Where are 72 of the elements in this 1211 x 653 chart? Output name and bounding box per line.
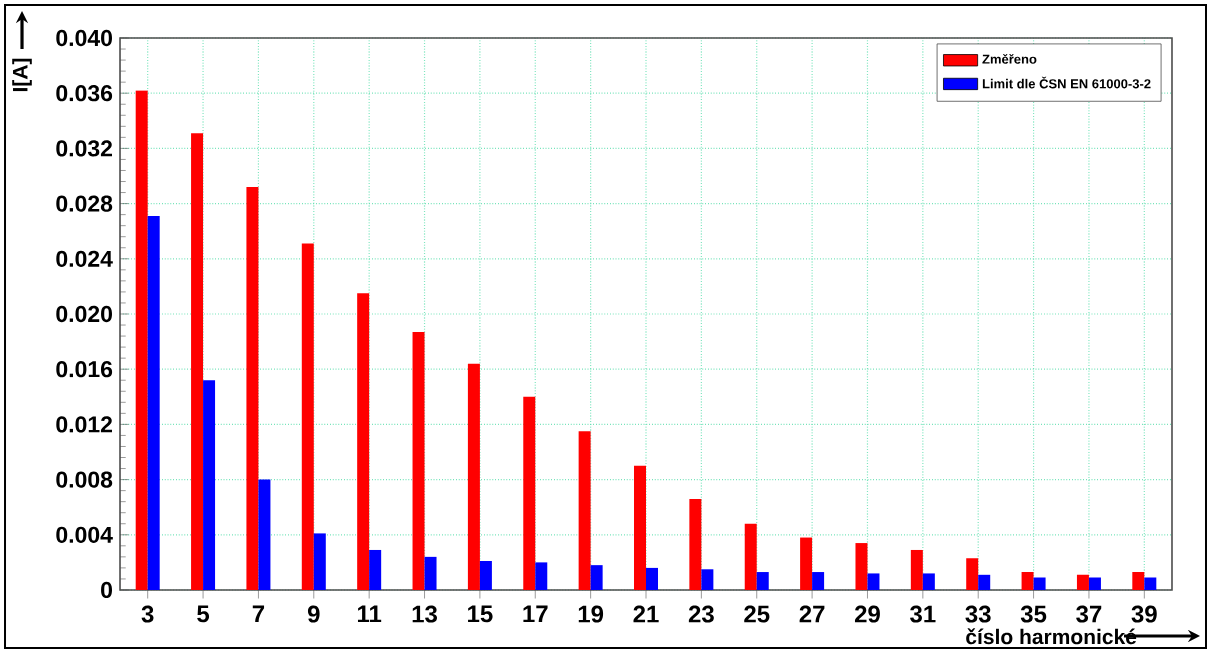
bar [578, 431, 591, 590]
bar [966, 558, 979, 590]
x-tick-label: 39 [1131, 605, 1157, 623]
y-tick-label: 0 [101, 581, 113, 599]
bar [467, 363, 480, 590]
bar [634, 465, 646, 590]
bar [867, 573, 880, 590]
legend-label: Limit dle ČSN EN 61000-3-2 [982, 76, 1151, 89]
bar [1088, 577, 1101, 590]
bar [301, 243, 314, 590]
x-tick-label: 21 [633, 605, 659, 623]
y-tick-label: 0.004 [56, 526, 113, 543]
bar [424, 556, 437, 590]
bar [800, 537, 813, 590]
bar [369, 549, 382, 590]
x-tick-label: 37 [1076, 605, 1102, 623]
x-tick-label: 29 [854, 605, 880, 623]
x-tick-label: 9 [307, 605, 320, 623]
bar [689, 498, 702, 590]
bar [1076, 574, 1089, 590]
y-tick-label: 0.016 [56, 361, 113, 378]
bar [412, 331, 425, 590]
x-tick-label: 27 [799, 605, 825, 623]
x-tick-label: 7 [252, 605, 265, 623]
bar [135, 90, 148, 590]
bar [756, 572, 769, 590]
bar [701, 569, 714, 590]
y-tick-label: 0.020 [56, 305, 112, 323]
bar [922, 573, 935, 590]
bar [1132, 572, 1145, 590]
x-tick-label: 31 [910, 605, 936, 623]
bar [357, 293, 370, 590]
y-axis-title: I[A] [12, 58, 32, 92]
bar [203, 380, 216, 590]
bar [523, 396, 536, 590]
bar [744, 523, 757, 590]
x-tick-label: 13 [412, 605, 438, 623]
y-tick-label: 0.032 [56, 140, 112, 157]
bar [191, 133, 204, 590]
bar [590, 565, 603, 590]
bar [910, 549, 923, 590]
y-tick-label: 0.028 [56, 195, 113, 212]
bar [855, 543, 868, 590]
y-tick-label: 0.008 [56, 471, 113, 488]
bar [978, 574, 991, 590]
bar [646, 567, 658, 590]
legend-label: Změřeno [982, 53, 1037, 64]
y-tick-label: 0.012 [56, 416, 112, 433]
x-tick-label: 11 [357, 605, 382, 623]
bar [479, 561, 492, 590]
x-axis-title: číslo harmonické [966, 628, 1137, 645]
y-tick-label: 0.040 [56, 29, 112, 47]
bar [1144, 577, 1157, 590]
bar [258, 479, 271, 590]
bar [535, 562, 548, 590]
x-tick-label: 5 [197, 605, 210, 623]
bar [1033, 577, 1046, 590]
bar [1021, 572, 1034, 590]
x-tick-label: 25 [744, 605, 770, 623]
y-tick-label: 0.036 [56, 85, 113, 102]
bar [246, 187, 259, 590]
x-tick-label: 15 [468, 605, 493, 623]
y-tick-label: 0.024 [56, 250, 113, 267]
x-tick-label: 3 [141, 605, 154, 623]
x-tick-label: 17 [523, 605, 548, 623]
bar [812, 572, 825, 590]
x-tick-label: 33 [965, 605, 991, 623]
bar [147, 216, 160, 590]
x-tick-label: 35 [1020, 605, 1047, 623]
bar [313, 533, 326, 590]
x-tick-label: 23 [688, 605, 714, 623]
x-tick-label: 19 [578, 605, 604, 623]
